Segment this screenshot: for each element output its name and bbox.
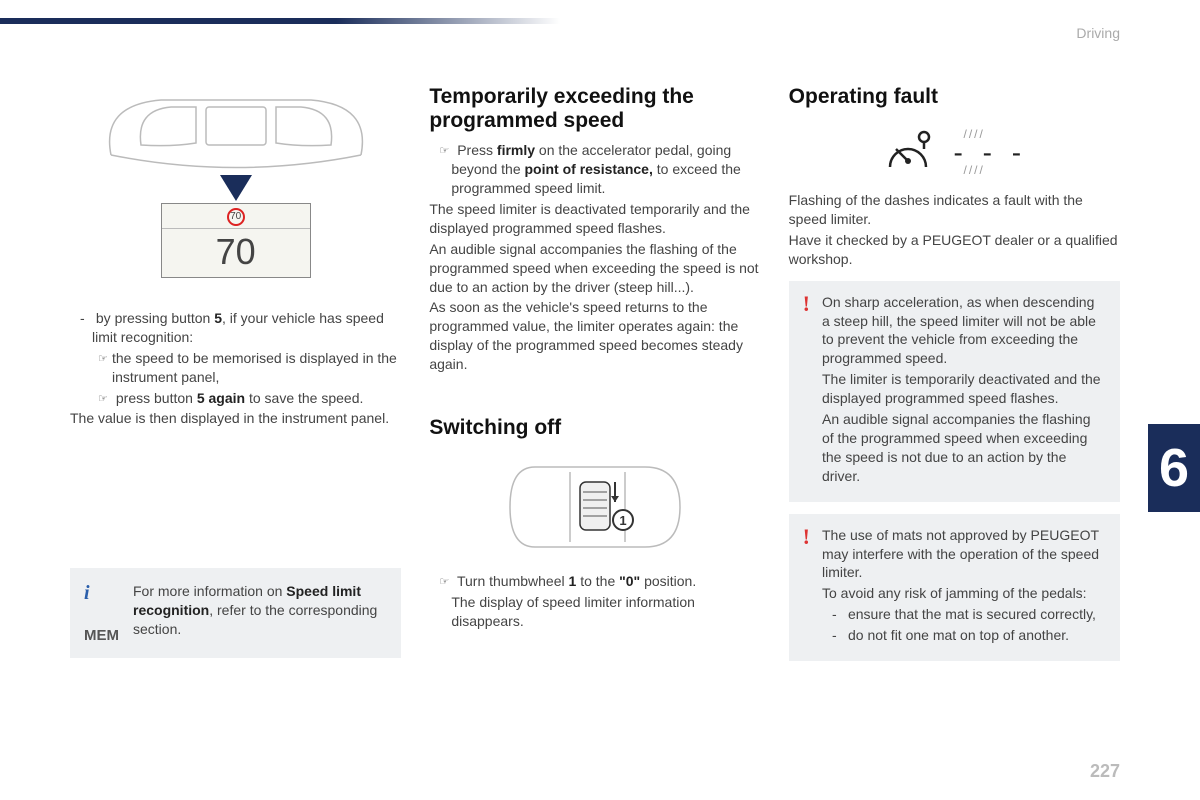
- dashboard-illustration: 70 70: [81, 85, 391, 235]
- col2-s2: The display of speed limiter information…: [429, 593, 760, 631]
- col2-p4: As soon as the vehicle's speed returns t…: [429, 298, 760, 374]
- info-text: For more information on Speed limit reco…: [133, 582, 385, 644]
- content-columns: 70 70 by pressing button 5, if your vehi…: [70, 85, 1120, 661]
- warning-box-1: ! On sharp acceleration, as when descend…: [789, 281, 1120, 502]
- col3-p1: Flashing of the dashes indicates a fault…: [789, 191, 1120, 229]
- speed-value: 70: [162, 229, 310, 277]
- col2-p1: Press firmly on the accelerator pedal, g…: [429, 141, 760, 198]
- dashboard-display: 70 70: [161, 203, 311, 278]
- column-1: 70 70 by pressing button 5, if your vehi…: [70, 85, 401, 661]
- warning-2-text: The use of mats not approved by PEUGEOT …: [822, 526, 1106, 647]
- dashboard-outline-icon: [81, 85, 391, 185]
- col1-line3: press button 5 again to save the speed.: [70, 389, 401, 408]
- col3-p2: Have it checked by a PEUGEOT dealer or a…: [789, 231, 1120, 269]
- heading-switching-off: Switching off: [429, 416, 760, 440]
- column-3: Operating fault - - - Flashing of the da…: [789, 85, 1120, 661]
- col1-line4: The value is then displayed in the instr…: [70, 409, 401, 428]
- section-label: Driving: [1076, 25, 1120, 41]
- heading-fault: Operating fault: [789, 85, 1120, 109]
- col2-p2: The speed limiter is deactivated tempora…: [429, 200, 760, 238]
- warning-1-text: On sharp acceleration, as when descendin…: [822, 293, 1106, 488]
- warning-box-2: ! The use of mats not approved by PEUGEO…: [789, 514, 1120, 661]
- col1-line2: the speed to be memorised is displayed i…: [70, 349, 401, 387]
- fault-dashes: - - -: [954, 137, 1028, 169]
- speed-limit-sign-icon: 70: [227, 208, 245, 226]
- col2-s1: Turn thumbwheel 1 to the "0" position.: [429, 572, 760, 591]
- col1-line1: by pressing button 5, if your vehicle ha…: [70, 309, 401, 347]
- warning-icon: !: [803, 293, 810, 488]
- column-2: Temporarily exceeding the programmed spe…: [429, 85, 760, 661]
- col2-p3: An audible signal accompanies the flashi…: [429, 240, 760, 297]
- mem-label: MEM: [84, 627, 119, 644]
- speedometer-icon: [882, 127, 934, 179]
- info-icon: i: [84, 582, 119, 605]
- thumbwheel-illustration: 1: [495, 452, 695, 562]
- speed-sign-row: 70: [162, 204, 310, 229]
- top-gradient-bar: [0, 18, 560, 24]
- fault-icons: - - -: [789, 127, 1120, 179]
- page-number: 227: [1090, 761, 1120, 782]
- chapter-badge: 6: [1148, 424, 1200, 512]
- info-box-mem: i MEM For more information on Speed limi…: [70, 568, 401, 658]
- arrow-down-icon: [220, 175, 252, 201]
- heading-exceeding: Temporarily exceeding the programmed spe…: [429, 85, 760, 133]
- warning-icon: !: [803, 526, 810, 647]
- svg-text:1: 1: [619, 513, 626, 528]
- steering-control-icon: 1: [495, 452, 695, 562]
- info-left: i MEM: [84, 582, 119, 644]
